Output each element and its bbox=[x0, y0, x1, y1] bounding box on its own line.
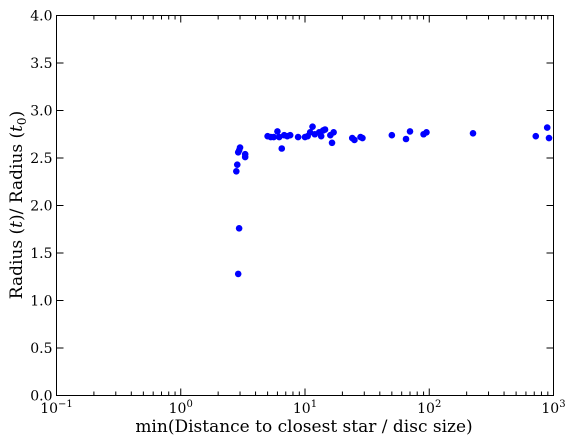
y-axis-label-part-3: )/ Radius ( bbox=[7, 132, 27, 221]
data-point bbox=[351, 136, 358, 144]
plot-frame bbox=[56, 15, 554, 396]
y-tick-label: 3.0 bbox=[30, 104, 52, 120]
data-point bbox=[236, 144, 244, 151]
y-tick-label: 2.5 bbox=[30, 151, 52, 167]
data-point bbox=[233, 161, 241, 168]
data-point bbox=[402, 135, 410, 143]
x-tick-label-base: 10 bbox=[541, 401, 559, 417]
y-axis-label-part-4: t bbox=[7, 125, 27, 132]
data-point bbox=[234, 270, 242, 278]
data-point bbox=[275, 133, 283, 141]
x-tick-label: 101 bbox=[293, 399, 317, 417]
x-tick-label-base: 10 bbox=[40, 401, 58, 417]
data-point bbox=[545, 134, 553, 142]
x-tick-label-exponent: 3 bbox=[559, 399, 565, 410]
y-tick-label: 4.0 bbox=[30, 9, 52, 25]
x-tick-label-exponent: 0 bbox=[186, 399, 192, 410]
data-point bbox=[270, 133, 278, 141]
data-point bbox=[321, 126, 329, 133]
y-tick-label: 0.0 bbox=[30, 389, 52, 405]
data-point bbox=[309, 123, 316, 130]
data-point bbox=[423, 129, 430, 136]
data-point bbox=[294, 133, 302, 141]
y-tick-label: 2.0 bbox=[30, 199, 52, 215]
y-tick-label: 3.5 bbox=[30, 56, 52, 72]
x-tick-label-exponent: −1 bbox=[58, 399, 73, 410]
y-axis-label-part-1: Radius ( bbox=[7, 228, 27, 299]
y-axis-label-part-6: ) bbox=[7, 111, 27, 118]
x-tick-label-exponent: 1 bbox=[311, 399, 317, 410]
data-point bbox=[359, 134, 366, 142]
data-point bbox=[543, 124, 551, 131]
x-tick-label-base: 10 bbox=[293, 401, 311, 417]
data-point bbox=[274, 128, 281, 135]
x-axis-label: min(Distance to closest star / disc size… bbox=[135, 417, 472, 437]
data-point bbox=[286, 131, 294, 139]
y-tick-labels: 0.0 0.5 1.0 1.5 2.0 2.5 3.0 3.5 4.0 bbox=[30, 9, 52, 405]
x-tick-label-exponent: 2 bbox=[435, 399, 441, 410]
data-point bbox=[330, 129, 337, 136]
data-point bbox=[388, 131, 396, 139]
y-axis-label-part-2: t bbox=[7, 221, 27, 228]
data-point bbox=[532, 132, 540, 140]
x-tick-labels: 10−1 100 101 102 103 bbox=[40, 399, 565, 417]
data-point bbox=[317, 132, 325, 140]
data-point bbox=[233, 168, 240, 175]
x-tick-label: 103 bbox=[541, 399, 565, 417]
x-tick-label-base: 10 bbox=[417, 401, 435, 417]
data-point bbox=[278, 145, 286, 152]
y-axis-label-part-5: 0 bbox=[15, 117, 29, 125]
data-point bbox=[469, 130, 477, 137]
y-axis-label: Radius (t)/ Radius (t0) bbox=[7, 111, 29, 299]
x-tick-label: 100 bbox=[169, 399, 193, 417]
data-point bbox=[406, 128, 414, 135]
y-tick-label: 1.5 bbox=[30, 246, 52, 262]
x-tick-label-base: 10 bbox=[169, 401, 187, 417]
data-point bbox=[241, 153, 249, 161]
y-tick-label: 1.0 bbox=[30, 294, 52, 310]
x-tick-label: 10−1 bbox=[40, 399, 73, 417]
data-point bbox=[235, 225, 243, 232]
x-tick-label: 102 bbox=[417, 399, 441, 417]
y-tick-label: 0.5 bbox=[30, 341, 52, 357]
data-points bbox=[233, 123, 553, 278]
data-point bbox=[328, 139, 336, 147]
